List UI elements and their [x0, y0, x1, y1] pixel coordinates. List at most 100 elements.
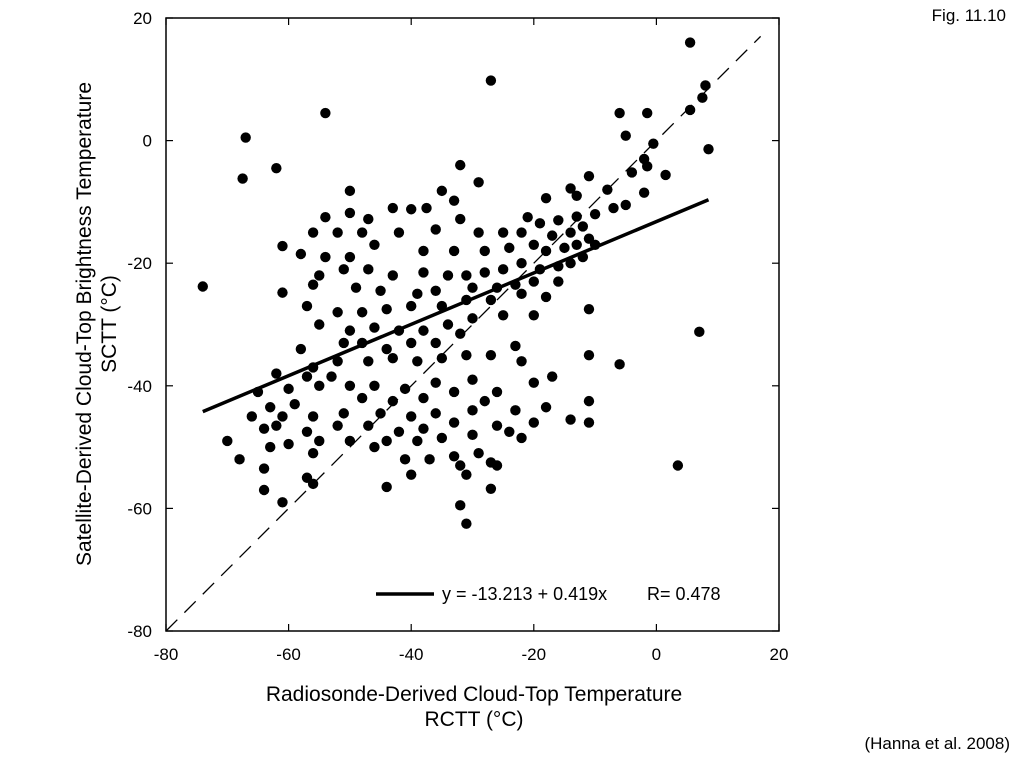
data-point [307, 279, 319, 290]
data-point [406, 300, 417, 312]
data-point [583, 349, 595, 361]
legend-r-value: R= 0.478 [647, 584, 721, 604]
y-tick-label: -60 [127, 499, 152, 518]
data-point [406, 337, 417, 349]
data-point [455, 460, 466, 471]
x-tick-label: -60 [276, 645, 301, 664]
data-point [528, 276, 539, 287]
legend-equation: y = -13.213 + 0.419x [442, 584, 607, 604]
data-point [448, 386, 460, 398]
data-point [497, 227, 509, 238]
data-point [467, 429, 478, 441]
x-tick-label: -40 [399, 645, 424, 664]
data-point [344, 207, 356, 219]
data-point [320, 212, 331, 223]
data-point [571, 211, 582, 222]
data-point [314, 270, 325, 281]
data-point [363, 213, 374, 225]
x-axis-title-line2: RCTT (°C) [425, 708, 524, 731]
data-point [694, 326, 705, 338]
data-point [387, 353, 399, 364]
citation: (Hanna et al. 2008) [864, 734, 1010, 753]
data-point [338, 264, 349, 275]
data-point [614, 107, 625, 119]
data-point [467, 374, 478, 385]
data-point [258, 484, 270, 496]
data-point [320, 107, 331, 119]
data-point [697, 92, 708, 103]
data-point [672, 460, 684, 471]
data-point [326, 371, 337, 382]
data-point [620, 130, 631, 141]
data-point [565, 414, 576, 425]
y-axis-title-line2: SCTT (°C) [98, 275, 121, 373]
data-point [289, 398, 300, 410]
x-tick-label: -80 [154, 645, 179, 664]
data-point [356, 227, 368, 238]
data-point [301, 426, 313, 437]
data-point [497, 264, 509, 275]
data-point [510, 340, 521, 352]
data-point [448, 451, 460, 462]
data-point [571, 190, 582, 201]
data-point [479, 267, 490, 278]
data-point [528, 239, 539, 251]
data-point [589, 208, 601, 220]
data-point [387, 270, 399, 281]
data-point [406, 411, 417, 422]
data-point [467, 282, 478, 293]
data-point [540, 245, 552, 257]
data-point [387, 202, 399, 214]
data-point [258, 463, 270, 474]
data-point [455, 159, 466, 171]
data-point [700, 80, 711, 91]
data-point [412, 288, 423, 300]
data-point [222, 435, 233, 447]
data-point [344, 185, 356, 197]
x-axis-title-line1: Radiosonde-Derived Cloud-Top Temperature [266, 683, 682, 706]
data-point [295, 343, 307, 355]
data-point [240, 132, 251, 143]
data-point [430, 377, 441, 388]
data-point [338, 337, 349, 349]
data-point [418, 267, 429, 278]
data-point [528, 377, 539, 388]
data-point [237, 173, 248, 184]
data-point [642, 161, 653, 172]
data-point [455, 500, 466, 511]
data-point [485, 349, 497, 361]
data-point [491, 420, 503, 431]
data-point [479, 395, 490, 407]
data-point [430, 285, 441, 296]
data-point [320, 251, 331, 263]
data-point [277, 497, 288, 508]
data-point [350, 282, 362, 293]
data-point [583, 303, 595, 315]
data-point [271, 368, 282, 379]
data-point [381, 303, 392, 315]
data-point [406, 469, 417, 480]
data-point [356, 392, 368, 404]
data-point [620, 199, 631, 211]
data-point [608, 202, 619, 214]
y-tick-label: 0 [143, 132, 152, 151]
y-tick-label: -80 [127, 622, 152, 641]
data-point [522, 212, 533, 223]
data-point [534, 218, 546, 229]
data-point [516, 288, 527, 300]
data-point [369, 380, 380, 391]
data-point [516, 356, 527, 367]
data-point [307, 448, 319, 459]
data-point [442, 270, 454, 281]
data-point [424, 454, 435, 465]
data-point [369, 239, 380, 251]
data-point [448, 245, 460, 257]
data-point [553, 276, 564, 287]
data-point [430, 224, 441, 235]
data-point [491, 460, 503, 471]
data-point [314, 380, 325, 391]
data-point [614, 359, 625, 370]
data-point [418, 423, 429, 434]
data-point [277, 287, 288, 298]
data-point [399, 454, 411, 465]
